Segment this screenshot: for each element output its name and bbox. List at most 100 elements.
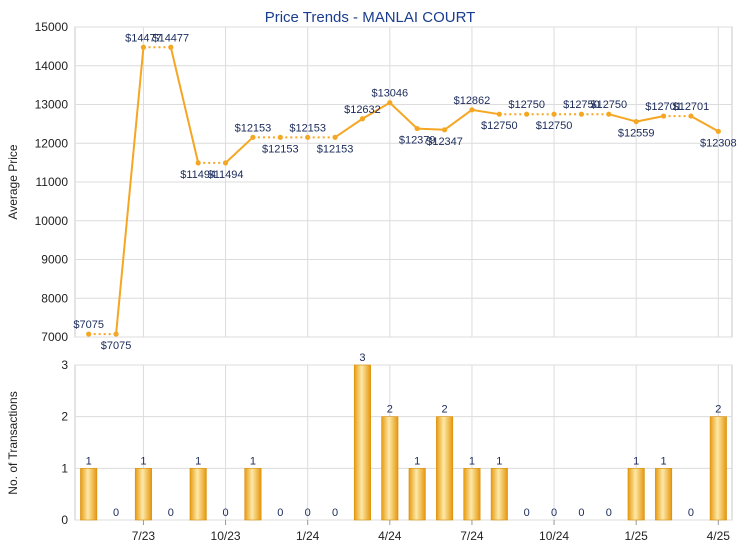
transaction-count-label: 2 <box>387 404 393 416</box>
line-y-axis-label: Average Price <box>6 144 20 219</box>
price-line-segment <box>334 117 363 139</box>
price-data-label: $7075 <box>101 340 132 352</box>
price-point <box>222 160 229 166</box>
price-line-segment <box>115 47 145 335</box>
transaction-bar <box>709 416 727 521</box>
line-y-tick-label: 7000 <box>41 330 68 344</box>
price-data-label: $12701 <box>673 101 710 113</box>
price-line-segment <box>443 109 473 131</box>
transaction-count-label: 1 <box>195 455 201 467</box>
price-line-segment <box>389 101 418 130</box>
price-point <box>332 134 338 140</box>
price-point <box>469 107 475 113</box>
bar-y-axis-label: No. of Transactions <box>6 391 20 494</box>
price-data-label: $14477 <box>125 32 162 44</box>
bar-y-tick-label: 0 <box>61 513 68 527</box>
price-point <box>277 134 283 140</box>
price-data-label: $14477 <box>152 32 189 44</box>
transaction-count-label: 3 <box>359 352 365 364</box>
price-data-label: $12750 <box>536 120 573 132</box>
price-line-segment <box>417 127 445 131</box>
price-point <box>195 160 201 166</box>
price-line-segment <box>635 115 664 123</box>
bar-y-tick-label: 3 <box>61 358 68 372</box>
price-point <box>86 331 92 337</box>
price-line-segment <box>361 101 391 120</box>
transaction-count-label: 1 <box>496 455 502 467</box>
price-data-label: $12153 <box>262 143 299 155</box>
x-tick-label: 4/25 <box>707 529 731 543</box>
transaction-count-label: 0 <box>277 507 283 519</box>
price-point <box>715 128 721 134</box>
price-point <box>113 331 119 337</box>
transaction-count-label: 2 <box>442 404 448 416</box>
x-tick-label: 1/25 <box>625 529 649 543</box>
x-tick-label: 7/23 <box>132 529 156 543</box>
transaction-bar <box>189 468 207 521</box>
price-data-label: $7075 <box>73 319 104 331</box>
transaction-count-label: 0 <box>688 507 694 519</box>
transaction-bar <box>134 468 152 521</box>
price-data-label: $12153 <box>317 143 354 155</box>
transaction-count-label: 0 <box>168 507 174 519</box>
price-data-label: $11494 <box>180 169 216 181</box>
transaction-bar <box>244 468 262 521</box>
transaction-bar <box>353 364 371 521</box>
price-point <box>359 116 366 122</box>
transaction-count-label: 2 <box>715 404 721 416</box>
transaction-bar <box>655 468 673 521</box>
transaction-count-label: 1 <box>250 455 256 467</box>
bar-y-tick-label: 2 <box>61 410 68 424</box>
price-data-label: $12750 <box>590 99 627 111</box>
price-point <box>496 111 502 117</box>
price-data-label: $12153 <box>289 122 326 134</box>
transaction-count-label: 1 <box>469 455 475 467</box>
price-data-label: $12750 <box>481 120 518 132</box>
transaction-bar <box>80 468 98 521</box>
transaction-count-label: 0 <box>113 507 119 519</box>
price-point <box>524 111 530 117</box>
transaction-count-label: 0 <box>223 507 229 519</box>
transaction-count-label: 1 <box>633 455 639 467</box>
transaction-bar <box>381 416 399 521</box>
price-data-label: $12153 <box>235 122 272 134</box>
x-tick-label: 7/24 <box>460 529 484 543</box>
price-data-label: $12862 <box>454 95 491 107</box>
price-line-segment <box>471 108 500 116</box>
price-data-label: $13046 <box>371 88 408 100</box>
price-point <box>168 44 174 50</box>
transaction-bar <box>408 468 426 521</box>
price-data-label: $12750 <box>563 99 600 111</box>
price-data-label: $12701 <box>645 101 682 113</box>
transaction-count-label: 0 <box>606 507 612 519</box>
transaction-bar <box>490 468 508 521</box>
price-line-segment <box>224 136 254 164</box>
price-point <box>441 127 448 133</box>
transaction-count-label: 0 <box>524 507 530 519</box>
transaction-count-label: 1 <box>86 455 92 467</box>
line-y-tick-label: 15000 <box>35 20 69 34</box>
transaction-count-label: 1 <box>661 455 667 467</box>
price-point <box>305 134 311 140</box>
x-tick-label: 1/24 <box>296 529 320 543</box>
transaction-count-label: 0 <box>578 507 584 519</box>
chart-title: Price Trends - MANLAI COURT <box>265 9 476 26</box>
transaction-bar <box>436 416 454 521</box>
price-point <box>688 113 694 119</box>
price-point <box>633 118 639 125</box>
line-y-tick-label: 14000 <box>35 59 69 73</box>
price-point <box>140 44 147 50</box>
transaction-count-label: 0 <box>305 507 311 519</box>
price-data-label: $12347 <box>426 136 463 148</box>
transaction-bar <box>463 468 481 521</box>
transaction-count-label: 1 <box>414 455 420 467</box>
line-y-tick-label: 10000 <box>35 214 69 228</box>
price-point <box>660 113 667 119</box>
price-data-label: $11494 <box>208 169 244 181</box>
price-data-label: $12379 <box>399 135 436 147</box>
price-data-label: $12559 <box>618 128 655 140</box>
line-y-tick-label: 12000 <box>35 136 69 150</box>
price-line-segment <box>608 113 637 123</box>
